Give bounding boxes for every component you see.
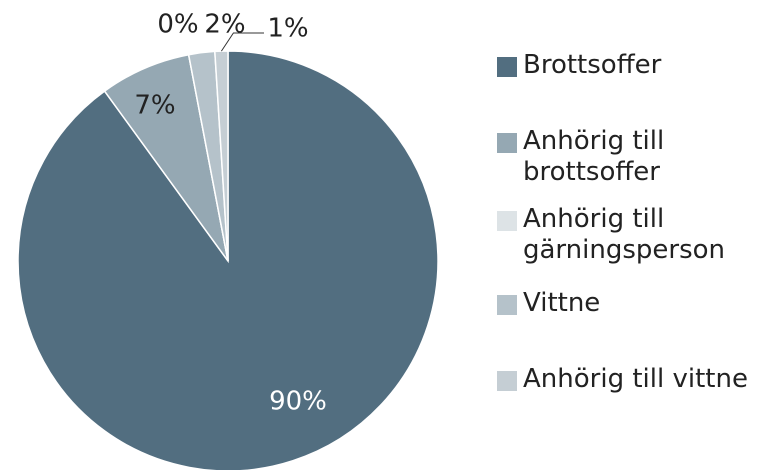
legend-swatch [497,295,517,315]
legend-swatch [497,57,517,77]
pie-slice [214,50,229,262]
pie-slice [17,50,439,470]
legend-label: Anhörig till brottsoffer [523,126,665,187]
legend-swatch [497,211,517,231]
data-label: 7% [134,91,175,121]
data-label: 90% [269,387,327,417]
legend-swatch [497,371,517,391]
legend-label: Anhörig till vittne [523,364,748,394]
data-label: 2% [204,10,245,40]
legend-label: Brottsoffer [523,50,662,80]
legend-swatch [497,133,517,153]
data-label: 1% [267,14,308,44]
legend-label: Anhörig till gärningsperson [523,204,726,265]
legend-label: Vittne [523,288,601,318]
data-label: 0% [157,10,198,40]
leader-line [220,32,264,52]
